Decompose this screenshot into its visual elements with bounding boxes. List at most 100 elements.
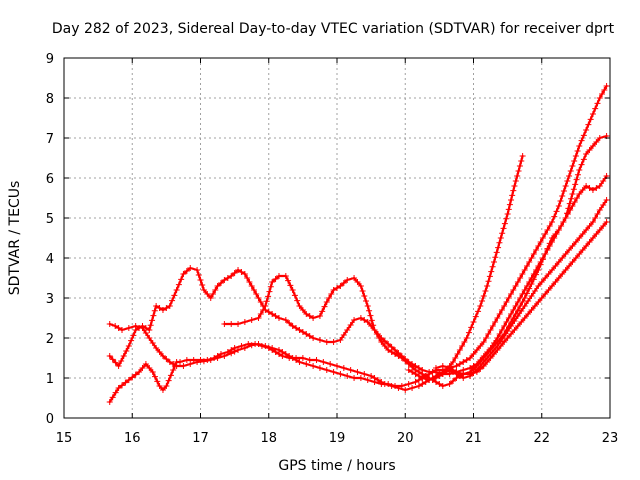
data-point [330, 287, 337, 293]
data-point [275, 273, 282, 279]
x-tick-label: 19 [329, 431, 346, 446]
data-point [456, 347, 463, 353]
x-tick-label: 15 [56, 431, 73, 446]
data-point [559, 255, 566, 261]
data-point [262, 343, 269, 349]
data-point [204, 291, 211, 297]
data-point [562, 215, 569, 221]
data-point [579, 187, 586, 193]
data-point [241, 271, 248, 277]
data-point [115, 325, 122, 331]
data-point [395, 353, 402, 359]
data-point [560, 188, 567, 194]
data-point [122, 379, 129, 386]
data-point [548, 267, 555, 273]
data-point [106, 399, 113, 405]
data-point [453, 363, 460, 369]
data-point [545, 287, 552, 293]
data-point [354, 369, 361, 375]
data-point [153, 345, 160, 351]
data-point [357, 375, 364, 381]
data-point [299, 307, 306, 313]
data-point [586, 147, 593, 153]
data-point [228, 350, 235, 357]
y-tick-label: 3 [46, 292, 54, 307]
data-point [519, 271, 526, 277]
data-point [262, 303, 269, 309]
data-point [576, 235, 583, 241]
data-point [480, 339, 487, 345]
data-point [419, 381, 426, 387]
data-point [518, 319, 525, 325]
data-point [286, 353, 293, 359]
data-point [250, 287, 257, 293]
data-point [501, 303, 508, 309]
data-point [166, 359, 173, 365]
data-point [132, 371, 139, 378]
data-point [555, 203, 562, 209]
data-point [405, 367, 412, 373]
data-point [603, 197, 610, 203]
data-point [364, 319, 371, 325]
data-point [479, 298, 486, 304]
data-point [508, 291, 515, 297]
y-tick-label: 5 [46, 212, 54, 227]
data-point [493, 249, 500, 256]
data-point [504, 211, 511, 217]
data-point [576, 167, 583, 173]
data-point [402, 387, 409, 393]
data-point [279, 349, 286, 355]
series-line [223, 134, 608, 388]
data-point [580, 156, 587, 163]
data-point [548, 283, 555, 289]
data-point [603, 219, 610, 225]
data-point [146, 327, 153, 333]
data-point [173, 363, 180, 369]
data-point [351, 275, 358, 281]
data-point [214, 355, 221, 361]
data-point [238, 269, 245, 275]
data-point [542, 275, 549, 281]
data-point [586, 223, 593, 229]
data-point [461, 339, 468, 345]
data-point [533, 247, 540, 253]
data-point [293, 325, 300, 331]
data-point [538, 279, 545, 285]
data-point [296, 303, 303, 309]
data-point [112, 389, 119, 396]
data-point [275, 315, 282, 321]
data-point [289, 287, 296, 293]
data-point [388, 349, 395, 355]
data-point [231, 348, 238, 355]
data-point [601, 87, 608, 93]
data-point [596, 95, 603, 101]
data-point [248, 342, 255, 349]
data-point [357, 283, 364, 289]
data-point [266, 288, 273, 295]
data-point [596, 135, 603, 141]
data-point [533, 271, 540, 278]
data-point [512, 178, 519, 184]
data-point [578, 137, 585, 144]
data-point [334, 363, 340, 369]
data-point [330, 339, 337, 345]
data-point [580, 132, 587, 139]
data-point [119, 327, 126, 333]
data-point [568, 195, 575, 202]
data-point [467, 371, 474, 377]
data-point [255, 295, 262, 301]
data-point [248, 283, 255, 289]
data-point [562, 267, 569, 273]
data-point [579, 247, 586, 253]
data-point [578, 161, 585, 168]
data-point [235, 267, 242, 273]
data-point [337, 371, 344, 377]
data-point [559, 193, 566, 199]
data-point [518, 158, 525, 164]
data-point [477, 366, 484, 372]
data-point [508, 197, 515, 203]
series-line [108, 84, 608, 388]
data-point [125, 325, 132, 331]
data-point [129, 374, 136, 381]
